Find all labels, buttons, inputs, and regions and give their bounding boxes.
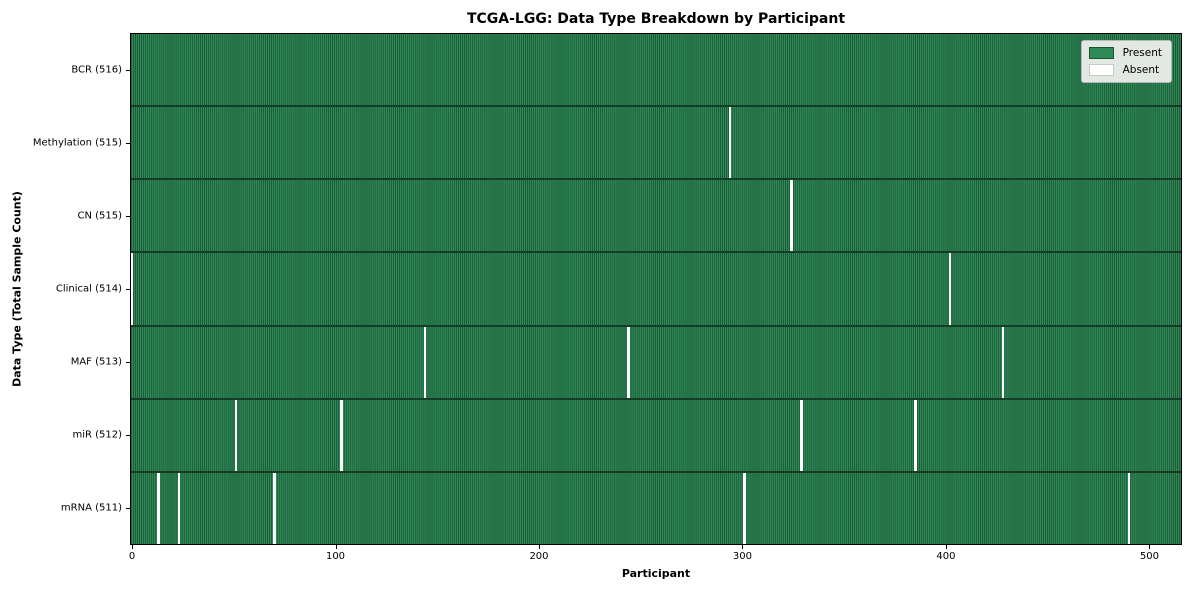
x-axis-label: Participant: [621, 567, 691, 580]
x-tick-mark: [132, 545, 134, 549]
x-tick-mark: [1149, 545, 1151, 549]
legend-swatch-present: [1088, 47, 1114, 59]
presence-row-BCR: [131, 34, 1181, 106]
absent-stripe: [743, 472, 746, 544]
x-tick-mark: [335, 545, 337, 549]
legend-label: Absent: [1122, 64, 1160, 76]
y-tick-label-miR: miR (512): [72, 429, 122, 441]
y-tick-mark: [126, 507, 130, 509]
absent-stripe: [627, 326, 630, 398]
absent-stripe: [177, 472, 181, 544]
y-tick-label-MAF: MAF (513): [70, 356, 122, 368]
y-tick-mark: [126, 70, 130, 72]
absent-stripe: [790, 180, 793, 252]
absent-stripe: [800, 399, 803, 471]
absent-stripe: [340, 399, 343, 471]
legend-entry-absent: Absent: [1088, 64, 1162, 76]
y-tick-label-Methylation: Methylation (515): [32, 137, 122, 149]
x-tick-label-500: 500: [1139, 551, 1159, 562]
absent-stripe: [273, 472, 276, 544]
y-tick-mark: [126, 143, 130, 145]
x-tick-label-0: 0: [128, 551, 136, 562]
legend-swatch-absent: [1088, 64, 1114, 76]
absent-stripe: [1127, 472, 1131, 544]
legend-entry-present: Present: [1088, 47, 1162, 59]
absent-stripe: [234, 399, 237, 471]
y-axis-label: Data Type (Total Sample Count): [10, 191, 24, 387]
chart-title: TCGA-LGG: Data Type Breakdown by Partici…: [466, 11, 846, 27]
x-tick-label-200: 200: [529, 551, 549, 562]
absent-stripe: [131, 253, 134, 325]
absent-stripe: [729, 107, 732, 179]
x-tick-mark: [742, 545, 744, 549]
x-tick-label-100: 100: [325, 551, 346, 562]
absent-stripe: [157, 472, 160, 544]
y-tick-mark: [126, 361, 130, 363]
presence-row-CN: [131, 178, 1181, 252]
x-tick-mark: [538, 545, 540, 549]
absent-stripe: [914, 399, 917, 471]
presence-row-Methylation: [131, 105, 1181, 179]
y-tick-mark: [126, 216, 130, 218]
y-tick-label-mRNA: mRNA (511): [60, 502, 122, 514]
presence-row-miR: [131, 397, 1181, 471]
y-tick-label-CN: CN (515): [77, 210, 122, 222]
y-tick-mark: [126, 434, 130, 436]
absent-stripe: [1001, 326, 1005, 398]
x-tick-mark: [945, 545, 947, 549]
y-tick-label-Clinical: Clinical (514): [55, 283, 122, 295]
legend: Present Absent: [1080, 40, 1172, 83]
presence-row-MAF: [131, 324, 1181, 398]
presence-row-Clinical: [131, 251, 1181, 325]
presence-row-mRNA: [131, 470, 1181, 544]
x-tick-label-300: 300: [732, 551, 753, 562]
legend-label: Present: [1122, 47, 1162, 59]
plot-area: Present Absent: [130, 33, 1182, 545]
absent-stripe: [948, 253, 952, 325]
y-tick-mark: [126, 289, 130, 290]
absent-stripe: [423, 326, 427, 398]
y-tick-label-BCR: BCR (516): [71, 64, 122, 76]
x-tick-label-400: 400: [936, 551, 956, 562]
